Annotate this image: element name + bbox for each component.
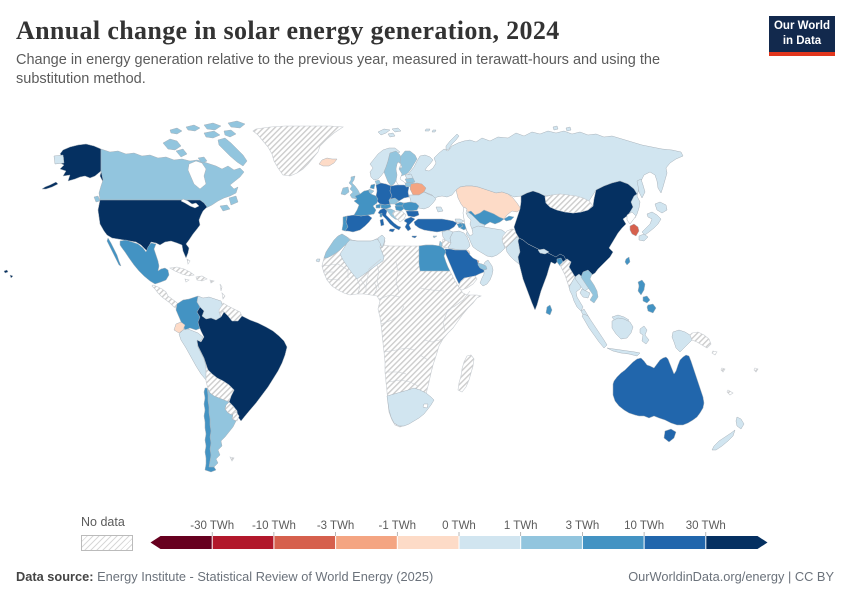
svg-text:30 TWh: 30 TWh xyxy=(686,520,726,532)
svg-text:-3 TWh: -3 TWh xyxy=(317,520,355,532)
svg-text:-30 TWh: -30 TWh xyxy=(190,520,234,532)
svg-text:-10 TWh: -10 TWh xyxy=(252,520,296,532)
svg-text:3 TWh: 3 TWh xyxy=(566,520,600,532)
svg-text:1 TWh: 1 TWh xyxy=(504,520,538,532)
svg-text:0 TWh: 0 TWh xyxy=(442,520,476,532)
svg-text:-1 TWh: -1 TWh xyxy=(379,520,417,532)
svg-text:10 TWh: 10 TWh xyxy=(624,520,664,532)
